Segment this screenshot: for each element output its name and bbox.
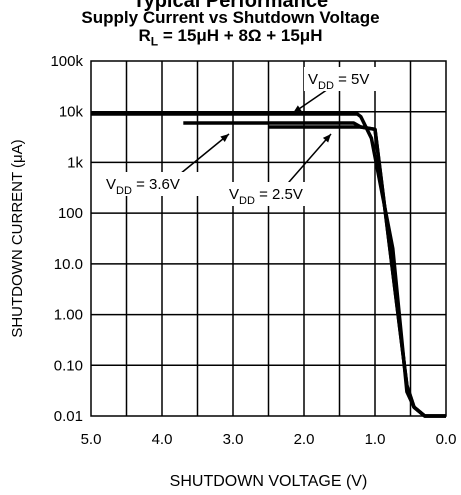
annotation-arrowhead: [293, 105, 302, 113]
x-tick-label: 1.0: [365, 431, 386, 448]
subtitle-rest: = 15μH + 8Ω + 15μH: [158, 26, 323, 45]
series-line: [268, 125, 446, 418]
y-tick-label: 0.01: [54, 408, 83, 425]
series-label: VDD = 2.5V: [229, 186, 303, 207]
subtitle-sub: L: [150, 34, 159, 49]
subtitle-main: R: [138, 26, 151, 45]
x-tick-label: 5.0: [81, 431, 102, 448]
annotation-arrowhead: [220, 134, 229, 142]
x-tick-label: 4.0: [152, 431, 173, 448]
y-tick-label: 0.10: [54, 357, 83, 374]
annotations: VDD = 5V VDD = 3.6V VDD = 2.5V: [102, 67, 390, 207]
y-tick-label: 10.0: [54, 256, 83, 273]
y-tick-label: 1k: [67, 154, 83, 171]
chart-subtitle: RL = 15μH + 8Ω + 15μH: [0, 27, 461, 50]
x-axis-label: SHUTDOWN VOLTAGE (V): [170, 473, 368, 490]
chart-title: Supply Current vs Shutdown Voltage: [81, 8, 380, 27]
series-label-background: [304, 67, 390, 91]
y-tick-label: 10k: [59, 104, 84, 121]
x-tick-label: 2.0: [294, 431, 315, 448]
annotation-leader: [281, 133, 332, 191]
tick-labels: 5.0 4.0 3.0 2.0 1.0 0.0 0.01 0.10 1.00 10.0 100 1k 1…: [50, 53, 456, 448]
annotation-leader: [179, 133, 230, 175]
series-lines: [91, 112, 446, 418]
series-label-background: [225, 182, 323, 206]
series-label: VDD = 3.6V: [106, 176, 180, 197]
x-tick-label: 0.0: [436, 431, 457, 448]
chart-title-partial: Typical Performance: [132, 0, 329, 12]
series-label: VDD = 5V: [308, 71, 369, 92]
x-tick-label: 3.0: [223, 431, 244, 448]
y-tick-label: 1.00: [54, 307, 83, 324]
grid: [91, 61, 446, 416]
y-tick-label: 100k: [50, 53, 83, 70]
plot-frame: [90, 60, 447, 417]
annotation-arrowhead: [322, 134, 331, 143]
y-axis-label: SHUTDOWN CURRENT (μA): [9, 139, 26, 337]
series-label-background: [102, 172, 200, 196]
y-tick-label: 100: [58, 205, 83, 222]
